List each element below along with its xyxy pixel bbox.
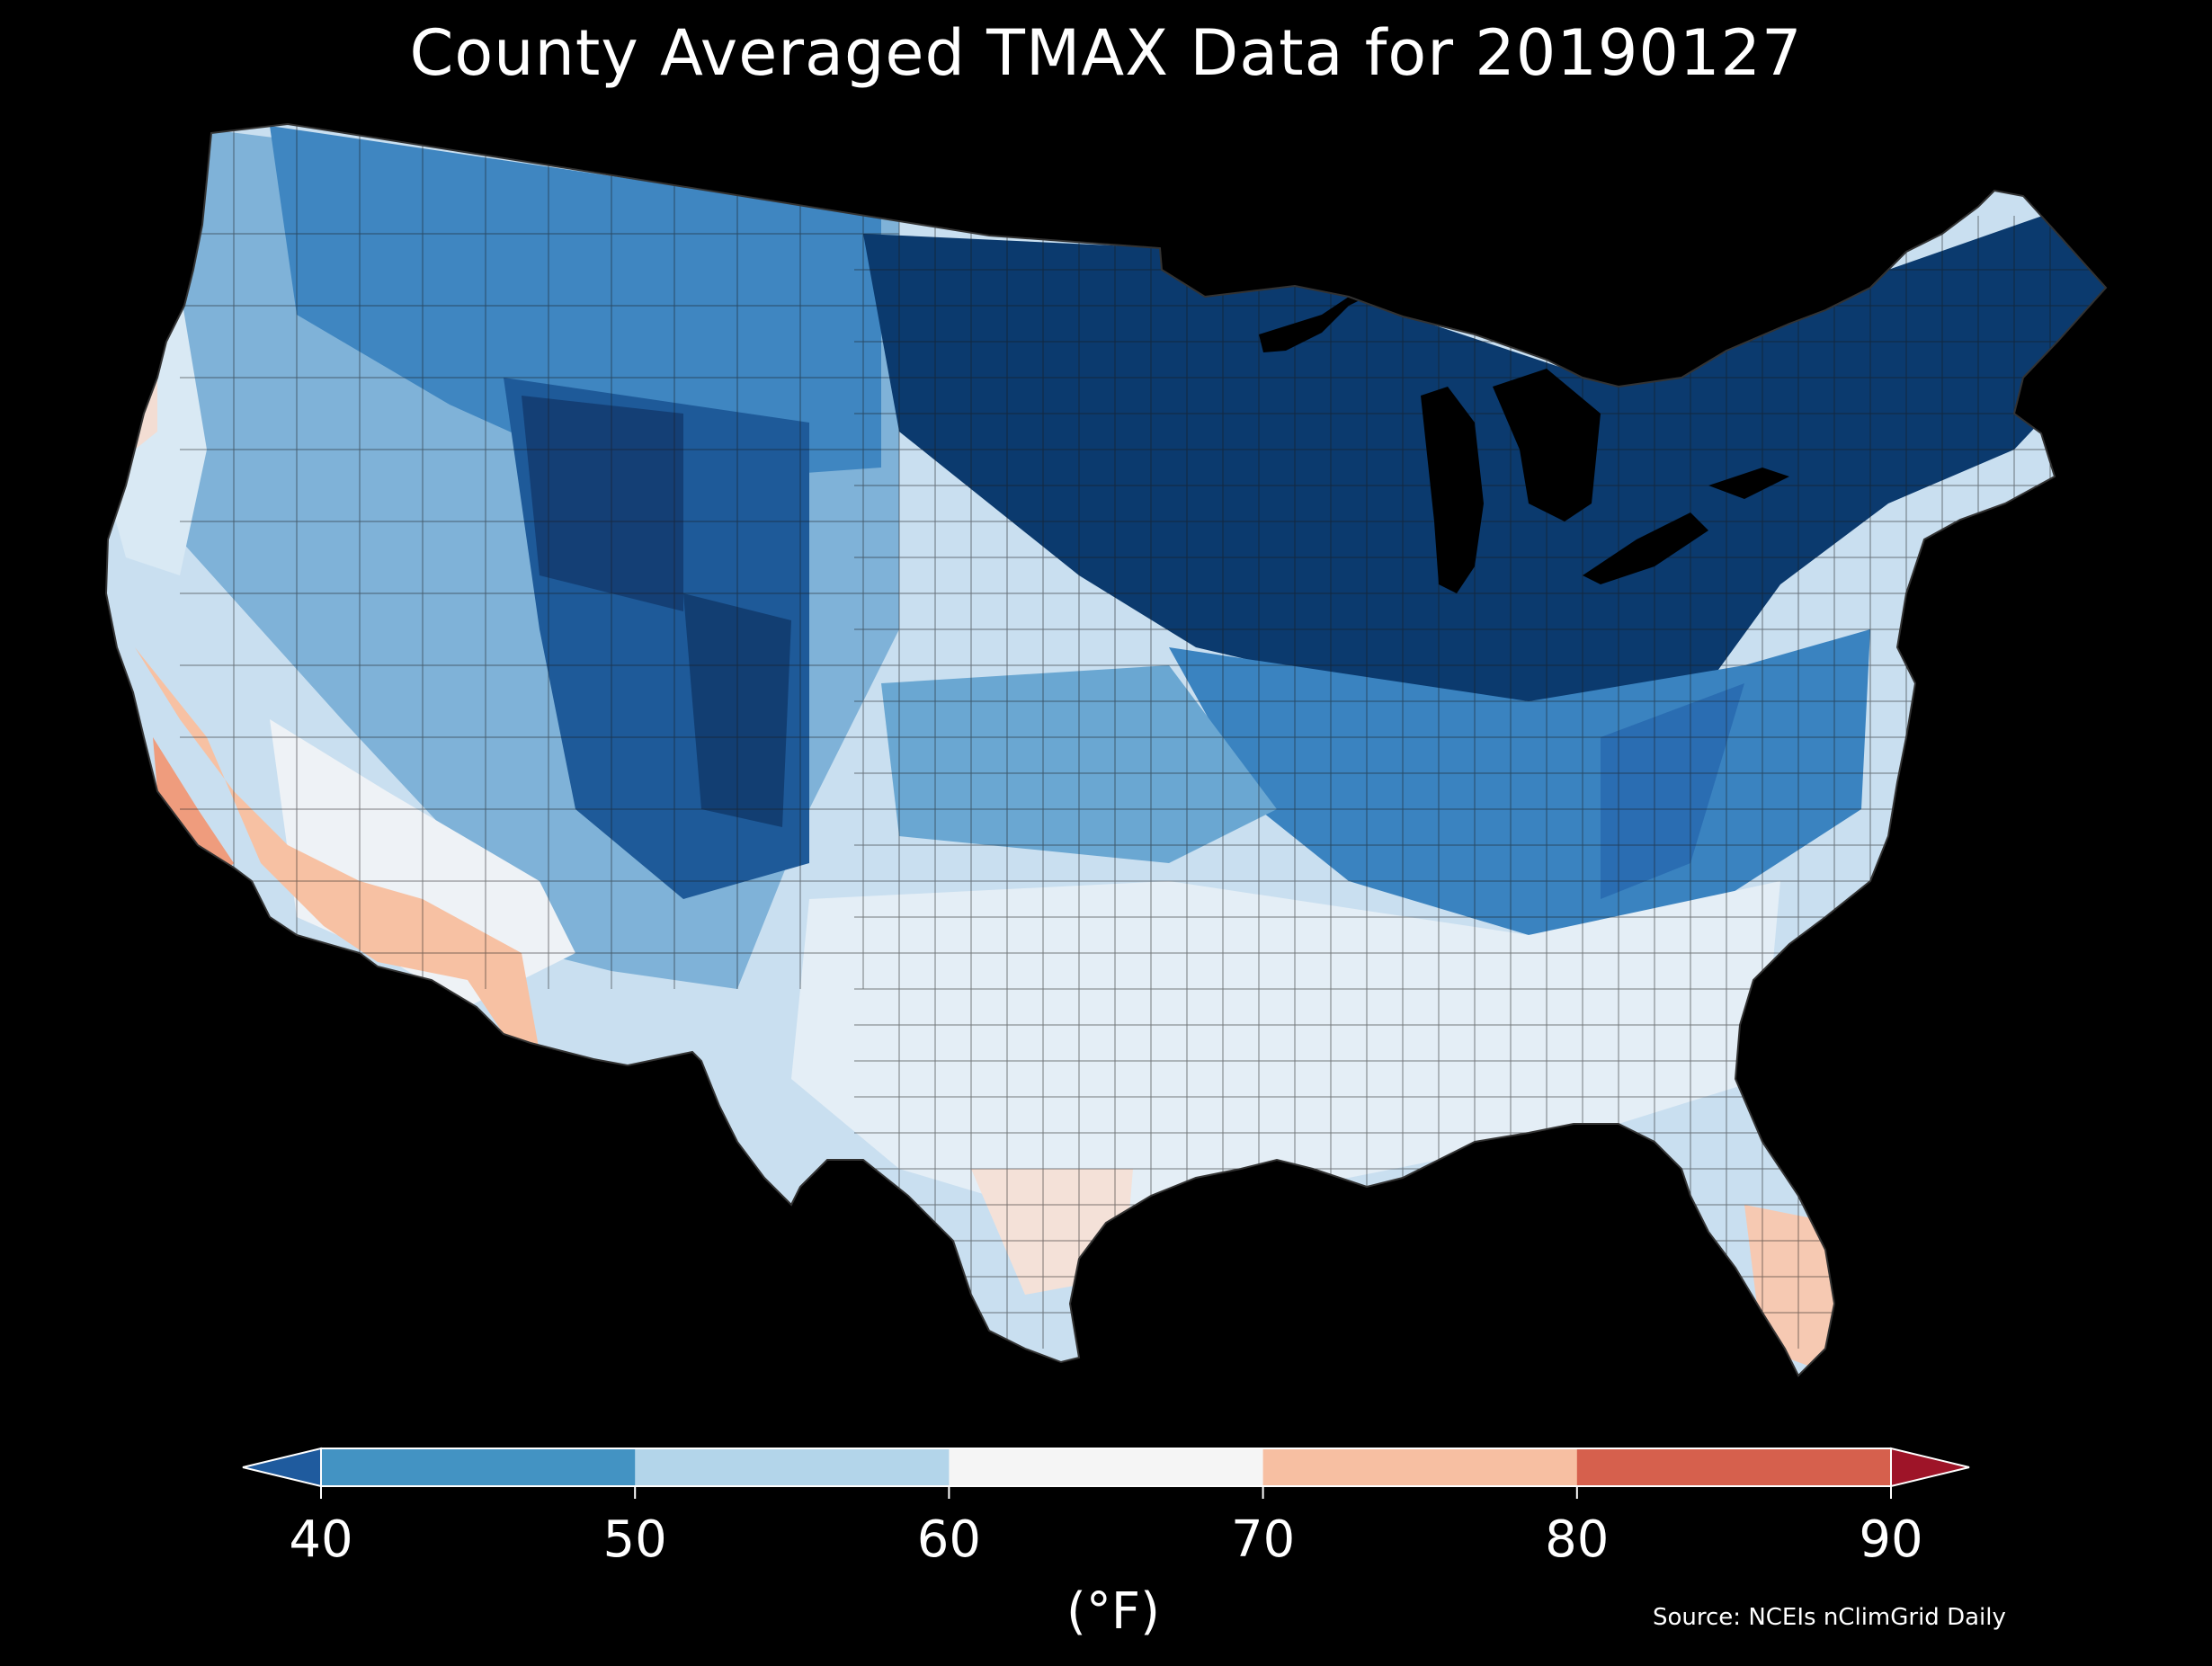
colorbar-unit-label: (°F) (1066, 1582, 1160, 1641)
colorbar-bin-60-70 (949, 1448, 1264, 1486)
lake-erie (1583, 512, 1708, 584)
colorbar-tick-label: 40 (289, 1510, 353, 1569)
region-southern-california (135, 647, 540, 1052)
colorbar-bin-70-80 (1262, 1448, 1578, 1486)
lake-superior (1259, 288, 1385, 352)
colorbar-bin-40-50 (321, 1448, 636, 1486)
colorbar-tick-label: 70 (1230, 1510, 1296, 1569)
colorbar-bins (242, 1447, 1970, 1488)
lake-michigan (1421, 387, 1484, 593)
colorbar-tick-label: 80 (1545, 1510, 1610, 1569)
colorbar-underflow-arrow (242, 1447, 322, 1488)
colorbar-bin-50-60 (635, 1448, 950, 1486)
colorbar-overflow-arrow (1890, 1447, 1970, 1488)
colorbar-tick-label: 90 (1859, 1510, 1923, 1569)
us-outline (104, 122, 2108, 1377)
lake-ontario (1708, 468, 1789, 499)
source-note: Source: NCEIs nClimGrid Daily (1653, 1604, 2006, 1631)
colorbar-tick-label: 50 (602, 1510, 667, 1569)
colorbar-bin-80-90 (1576, 1448, 1892, 1486)
great-lakes (1259, 288, 1789, 593)
colorbar-frame (320, 1448, 1892, 1487)
county-gridlines-west (180, 126, 899, 989)
map-title: County Averaged TMAX Data for 20190127 (409, 16, 1803, 90)
colorbar-ticks (320, 1486, 1892, 1499)
lake-huron (1493, 369, 1601, 521)
colorbar-tick-label: 60 (916, 1510, 982, 1569)
